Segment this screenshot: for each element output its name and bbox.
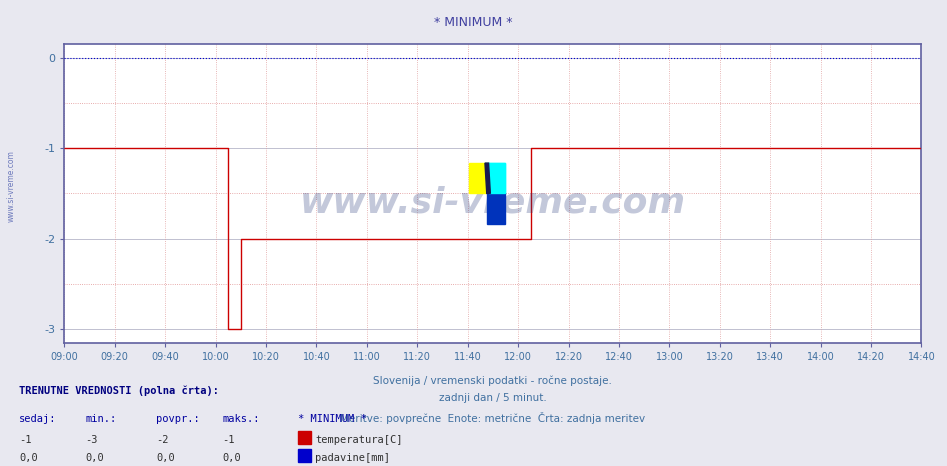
Text: povpr.:: povpr.:: [156, 414, 200, 424]
Text: -3: -3: [85, 435, 98, 445]
Text: min.:: min.:: [85, 414, 116, 424]
Text: www.si-vreme.com: www.si-vreme.com: [7, 151, 16, 222]
Text: 0,0: 0,0: [19, 453, 38, 463]
Text: 0,0: 0,0: [223, 453, 241, 463]
Text: padavine[mm]: padavine[mm]: [315, 453, 390, 463]
Text: -1: -1: [223, 435, 235, 445]
Text: -2: -2: [156, 435, 169, 445]
Text: -1: -1: [19, 435, 31, 445]
Text: temperatura[C]: temperatura[C]: [315, 435, 402, 445]
Text: maks.:: maks.:: [223, 414, 260, 424]
Text: * MINIMUM *: * MINIMUM *: [435, 16, 512, 29]
Text: * MINIMUM *: * MINIMUM *: [298, 414, 367, 424]
Text: 0,0: 0,0: [156, 453, 175, 463]
Text: www.si-vreme.com: www.si-vreme.com: [300, 185, 686, 219]
Text: sedaj:: sedaj:: [19, 414, 57, 424]
X-axis label: Slovenija / vremenski podatki - ročne postaje.
zadnji dan / 5 minut.
Meritve: po: Slovenija / vremenski podatki - ročne po…: [340, 376, 646, 424]
Text: TRENUTNE VREDNOSTI (polna črta):: TRENUTNE VREDNOSTI (polna črta):: [19, 385, 219, 396]
Text: 0,0: 0,0: [85, 453, 104, 463]
